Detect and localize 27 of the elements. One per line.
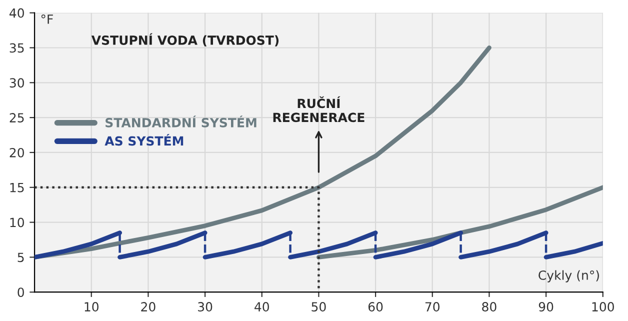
- y-axis-title: °F: [41, 14, 53, 24]
- legend-label: STANDARDNÍ SYSTÉM: [106, 116, 256, 128]
- y-tick-label: 30: [10, 78, 24, 88]
- x-tick-label: 20: [141, 302, 156, 312]
- y-tick-label: 0: [18, 288, 24, 298]
- y-tick-label: 20: [10, 148, 24, 158]
- line-series: [316, 185, 603, 260]
- x-tick-label: 100: [592, 302, 614, 312]
- x-tick-label: 60: [368, 302, 383, 312]
- x-axis-title: Cykly (n°): [538, 270, 599, 282]
- x-tick-label: 80: [482, 302, 496, 312]
- y-tick-label: 5: [18, 252, 24, 262]
- x-tick-label: 40: [254, 302, 269, 312]
- y-tick-label: 10: [10, 218, 24, 228]
- legend-label: AS SYSTÉM: [104, 134, 184, 146]
- line-series: [34, 46, 492, 260]
- y-tick-label: 15: [10, 183, 24, 192]
- x-tick-label: 50: [312, 302, 326, 312]
- x-tick-label: 10: [84, 302, 98, 312]
- annotation: RUČNÍ REGENERACE: [273, 96, 364, 122]
- x-tick-label: 90: [538, 302, 554, 312]
- x-tick-label: 30: [198, 302, 212, 312]
- annotation: VSTUPNÍ VODA (TVRDOST): [91, 33, 279, 46]
- y-tick-label: 25: [10, 113, 24, 122]
- y-tick-label: 40: [10, 8, 24, 18]
- y-tick-label: 35: [10, 43, 24, 53]
- x-tick-label: 70: [425, 302, 440, 312]
